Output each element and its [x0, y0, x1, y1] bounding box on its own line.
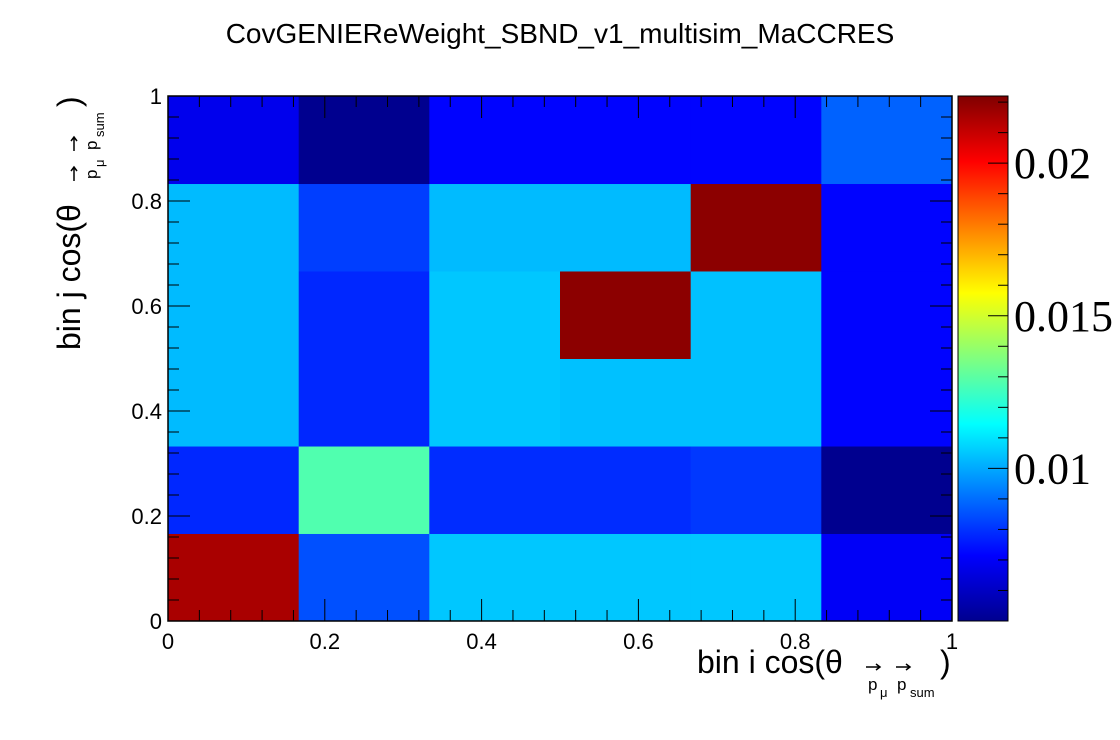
y-tick-label: 0.6	[131, 294, 162, 319]
heatmap-cell	[429, 358, 561, 447]
x-tick-label: 0.2	[310, 629, 341, 654]
heatmap-cell	[298, 183, 430, 272]
x-axis-label-sub-p2: p	[897, 675, 906, 694]
heatmap-cell	[690, 96, 822, 185]
y-axis-label-sub-p2: p	[82, 141, 101, 150]
y-tick-label: 0.2	[131, 504, 162, 529]
heatmap-cell	[298, 446, 430, 534]
heatmap-cell	[168, 533, 300, 622]
heatmap-cells	[168, 96, 953, 622]
heatmap-cell	[690, 358, 822, 447]
heatmap-cell	[168, 270, 300, 359]
heatmap-cell	[560, 446, 692, 534]
colorbar	[957, 95, 1009, 622]
y-axis-label-close: )	[51, 96, 87, 107]
x-axis-label-main: bin i cos(θ	[697, 644, 843, 680]
heatmap-cell	[821, 358, 953, 447]
x-axis-label-sub-mu: μ	[880, 685, 888, 700]
y-axis-label-sub-p1: p	[82, 170, 101, 179]
x-axis-label-sub-p1: p	[868, 675, 877, 694]
axis-tick-labels: 0 0.2 0.4 0.6 0.8 1 0 0.2 0.4 0.6 0.8 1	[131, 84, 958, 654]
colorbar-ticks: 0.01 0.015 0.02	[988, 101, 1113, 591]
heatmap-cell	[168, 183, 300, 272]
y-tick-label: 0.4	[131, 399, 162, 424]
y-axis-label-sub-sum: sum	[92, 112, 107, 137]
heatmap-cell	[168, 446, 300, 534]
heatmap-cell	[821, 270, 953, 359]
heatmap-cell	[429, 446, 561, 534]
y-axis-label-main: bin j cos(θ	[51, 204, 87, 350]
y-tick-label: 0	[150, 609, 162, 634]
heatmap-cell	[429, 96, 561, 185]
x-axis-label-close: )	[940, 644, 951, 680]
heatmap-cell	[560, 533, 692, 622]
y-tick-label: 0.8	[131, 189, 162, 214]
colorbar-tick-label: 0.015	[1014, 292, 1113, 341]
y-tick-label: 1	[150, 84, 162, 109]
heatmap-cell	[298, 533, 430, 622]
heatmap-cell	[690, 270, 822, 359]
x-axis-label-sub-sum: sum	[910, 685, 935, 700]
heatmap-cell	[429, 183, 561, 272]
chart-title: CovGENIEReWeight_SBND_v1_multisim_MaCCRE…	[225, 18, 895, 49]
axis-ticks	[167, 95, 953, 622]
heatmap-cell	[168, 358, 300, 447]
y-axis-label-sub-mu: μ	[92, 160, 107, 168]
heatmap-cell	[298, 358, 430, 447]
heatmap-cell	[821, 446, 953, 534]
heatmap-cell	[429, 270, 561, 359]
x-tick-label: 0	[162, 629, 174, 654]
y-axis-label: bin j cos(θ p μ p sum )	[51, 96, 107, 350]
heatmap-cell	[690, 533, 822, 622]
heatmap-cell	[690, 183, 822, 272]
heatmap-cell	[821, 183, 953, 272]
plot-frame	[167, 95, 953, 622]
heatmap-cell	[690, 446, 822, 534]
heatmap-cell	[821, 533, 953, 622]
heatmap-cell	[560, 270, 692, 359]
heatmap-cell	[429, 533, 561, 622]
x-tick-label: 0.6	[623, 629, 654, 654]
heatmap-cell	[168, 96, 300, 185]
heatmap-cell	[298, 270, 430, 359]
y-label-vector-arrows	[70, 135, 78, 181]
heatmap-cell	[560, 96, 692, 185]
heatmap-cell	[560, 358, 692, 447]
x-axis-label: bin i cos(θ p μ p sum )	[697, 644, 951, 700]
heatmap-cell	[298, 96, 430, 185]
colorbar-tick-label: 0.01	[1014, 444, 1091, 493]
x-label-vector-arrows	[866, 663, 912, 671]
heatmap-cell	[560, 183, 692, 272]
x-tick-label: 0.8	[780, 629, 811, 654]
heatmap-cell	[821, 96, 953, 185]
x-tick-label: 1	[946, 629, 958, 654]
x-tick-label: 0.4	[466, 629, 497, 654]
colorbar-tick-label: 0.02	[1014, 139, 1091, 188]
